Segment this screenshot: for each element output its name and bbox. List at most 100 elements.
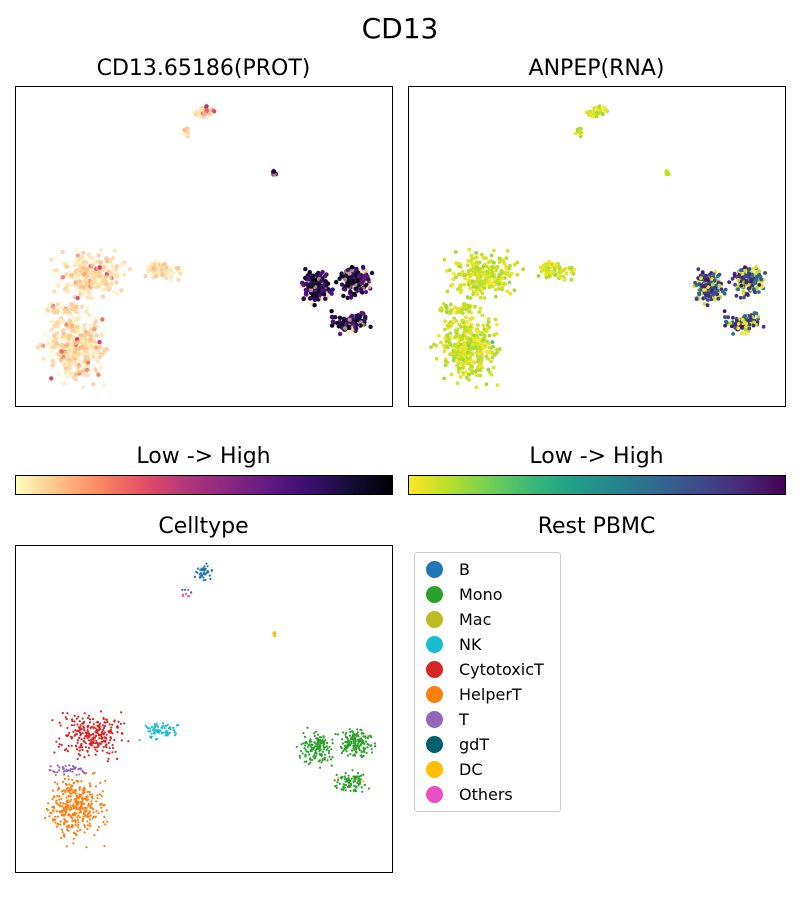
- scatter-point: [342, 731, 345, 734]
- scatter-point: [346, 331, 352, 336]
- scatter-point: [87, 739, 91, 742]
- scatter-point: [85, 846, 88, 849]
- scatter-point: [479, 352, 484, 357]
- scatter-point: [711, 292, 715, 297]
- scatter-point: [116, 725, 119, 728]
- scatter-point: [358, 323, 363, 328]
- scatter-point: [348, 779, 351, 782]
- scatter-point: [114, 750, 117, 753]
- scatter-point: [322, 743, 326, 746]
- scatter-point: [761, 324, 766, 329]
- scatter-point: [476, 342, 481, 347]
- scatter-point: [98, 793, 102, 796]
- scatter-point: [462, 330, 466, 335]
- scatter-point: [83, 342, 88, 347]
- scatter-point: [354, 740, 357, 743]
- scatter-point: [195, 111, 200, 117]
- scatter-point: [64, 813, 67, 816]
- scatter-point: [505, 270, 510, 275]
- scatter-point: [67, 307, 73, 312]
- scatter-point: [459, 362, 464, 366]
- scatter-point: [466, 269, 471, 273]
- scatter-point: [53, 806, 56, 810]
- scatter-point: [735, 318, 739, 323]
- scatter-point: [736, 277, 740, 282]
- scatter-point: [698, 273, 703, 278]
- scatter-point: [331, 742, 334, 745]
- scatter-point: [56, 771, 59, 774]
- scatter-point: [349, 730, 352, 734]
- scatter-point: [56, 822, 59, 825]
- scatter-point: [558, 274, 563, 279]
- scatter-point: [90, 278, 95, 283]
- rna-colorbar-label: Low -> High: [529, 444, 664, 469]
- scatter-point: [94, 748, 97, 751]
- scatter-point: [698, 288, 702, 292]
- scatter-point: [313, 746, 316, 749]
- scatter-point: [317, 744, 320, 747]
- scatter-point: [488, 277, 492, 282]
- scatter-point: [326, 759, 329, 762]
- scatter-point: [351, 321, 356, 326]
- scatter-point: [159, 729, 162, 732]
- scatter-point: [553, 272, 558, 277]
- scatter-point: [185, 130, 191, 135]
- scatter-point: [352, 734, 355, 737]
- scatter-point: [208, 574, 211, 577]
- scatter-point: [80, 255, 85, 260]
- scatter-point: [487, 260, 491, 265]
- scatter-point: [86, 330, 92, 336]
- scatter-point: [569, 277, 574, 282]
- scatter-point: [484, 382, 489, 387]
- scatter-point: [76, 346, 81, 352]
- scatter-point: [744, 331, 748, 336]
- scatter-point: [64, 322, 69, 327]
- scatter-point: [503, 282, 507, 286]
- scatter-point: [153, 723, 156, 726]
- scatter-point: [458, 374, 463, 379]
- scatter-point: [466, 356, 471, 361]
- scatter-point: [359, 781, 362, 784]
- scatter-point: [318, 746, 322, 749]
- scatter-point: [476, 358, 481, 363]
- scatter-point: [53, 795, 56, 798]
- scatter-point: [346, 754, 349, 757]
- scatter-point: [203, 571, 206, 574]
- scatter-point: [77, 263, 82, 269]
- scatter-point: [483, 278, 488, 283]
- scatter-point: [74, 274, 80, 279]
- scatter-point: [80, 728, 83, 731]
- scatter-point: [475, 276, 480, 281]
- scatter-point: [751, 323, 756, 328]
- legend-label: HelperT: [459, 685, 522, 704]
- scatter-point: [58, 721, 61, 724]
- scatter-point: [88, 810, 91, 813]
- scatter-point: [755, 270, 759, 274]
- scatter-point: [49, 327, 55, 332]
- scatter-point: [359, 728, 362, 731]
- scatter-point: [73, 714, 76, 717]
- scatter-point: [309, 761, 312, 764]
- scatter-point: [45, 340, 51, 345]
- scatter-point: [500, 285, 505, 289]
- scatter-point: [63, 789, 66, 792]
- scatter-point: [442, 376, 447, 381]
- scatter-point: [365, 277, 371, 282]
- scatter-point: [48, 343, 54, 348]
- scatter-point: [167, 727, 170, 730]
- scatter-point: [90, 738, 93, 741]
- scatter-point: [76, 260, 82, 265]
- scatter-point: [360, 277, 365, 283]
- scatter-point: [84, 814, 87, 817]
- scatter-point: [193, 575, 197, 579]
- scatter-point: [86, 729, 89, 732]
- scatter-point: [442, 349, 447, 354]
- scatter-point: [306, 742, 309, 745]
- scatter-point: [492, 248, 496, 253]
- scatter-point: [451, 318, 456, 323]
- scatter-point: [99, 722, 102, 725]
- scatter-point: [330, 764, 333, 767]
- scatter-point: [321, 741, 325, 744]
- scatter-point: [734, 294, 739, 298]
- scatter-point: [508, 264, 512, 268]
